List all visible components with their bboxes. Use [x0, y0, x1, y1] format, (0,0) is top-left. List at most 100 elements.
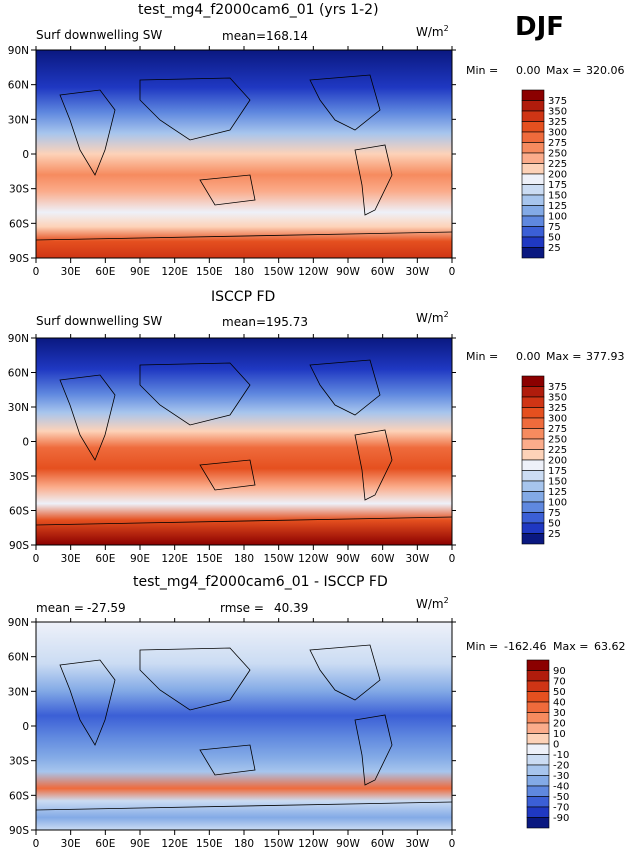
panel-3-colorbar-label: -90	[553, 813, 569, 824]
panel-2-colorbar-label: 150	[548, 477, 567, 488]
panel-2-min-label: Min =	[466, 350, 499, 363]
panel-1-colorbar-label: 375	[548, 96, 567, 107]
panel-1-colorbar-swatch	[521, 131, 545, 143]
panel-1-colorbar-swatch	[521, 163, 545, 175]
panel-3-colorbar-label: -50	[553, 792, 569, 803]
panel-2-colorbar-swatch	[521, 491, 545, 503]
panel-1-ytick-label: 0	[22, 149, 29, 161]
panel-2-colorbar-label: 350	[548, 393, 567, 404]
panel-3-colorbar-swatch	[526, 796, 550, 808]
panel-3-xtick-label: 120W	[298, 838, 329, 850]
panel-1-units: W/m2	[416, 24, 449, 39]
panel-1-title: test_mg4_f2000cam6_01 (yrs 1-2)	[138, 2, 379, 18]
panel-2-colorbar-swatch	[521, 428, 545, 440]
panel-3-xtick-label: 180	[234, 838, 254, 850]
panel-3-xtick-label: 120E	[161, 838, 188, 850]
panel-2-colorbar-label: 275	[548, 424, 567, 435]
panel-1-colorbar-swatch	[521, 142, 545, 154]
panel-1-colorbar-swatch	[521, 110, 545, 122]
panel-1-colorbar-label: 125	[548, 201, 567, 212]
panel-3-xtick-label: 90E	[130, 838, 150, 850]
panel-1-mean-label: mean=	[222, 29, 267, 43]
panel-2-colorbar-swatch	[521, 407, 545, 419]
panel-2-colorbar-label: 200	[548, 456, 567, 467]
panel-2-colorbar-swatch	[521, 396, 545, 408]
panel-1-colorbar-swatch	[521, 173, 545, 185]
panel-1-ytick-label: 90S	[9, 253, 29, 265]
panel-3-colorbar-swatch	[526, 806, 550, 818]
panel-3-colorbar-label: 40	[553, 698, 566, 709]
colorbar-layer: 3753503253002752502252001751501251007550…	[521, 89, 569, 829]
panel-3-colorbar-label: 30	[553, 708, 566, 719]
panel-1-colorbar-swatch	[521, 89, 545, 101]
panel-2-xtick-label: 60W	[371, 553, 395, 565]
panel-3-xtick-label: 0	[33, 838, 40, 850]
panel-1-colorbar-swatch	[521, 152, 545, 164]
panel-1-xtick-label: 150E	[196, 266, 223, 278]
panel-1-xtick-label: 90W	[336, 266, 360, 278]
panel-2-colorbar-label: 75	[548, 508, 561, 519]
panel-2-xtick-label: 180	[234, 553, 254, 565]
panel-3-ytick-label: 30N	[8, 686, 29, 698]
panel-1-colorbar-label: 225	[548, 159, 567, 170]
panel-3-colorbar-swatch	[526, 670, 550, 682]
panel-3-rmse-value: 40.39	[274, 601, 309, 615]
panel-3-xtick-label: 60W	[371, 838, 395, 850]
panel-1-ytick-label: 90N	[8, 45, 29, 57]
panel-3-rmse-label: rmse =	[220, 601, 264, 615]
panel-2-ytick-label: 90S	[9, 540, 29, 552]
panel-2-colorbar-swatch	[521, 417, 545, 429]
panel-1-colorbar-swatch	[521, 100, 545, 112]
panel-3-title: test_mg4_f2000cam6_01 - ISCCP FD	[133, 574, 388, 590]
panel-3-colorbar-label: -40	[553, 782, 569, 793]
panel-2-colorbar-swatch	[521, 522, 545, 534]
panel-3-map	[35, 621, 453, 831]
panel-2-colorbar-label: 325	[548, 403, 567, 414]
panel-2-xtick-label: 30W	[405, 553, 429, 565]
panel-2-xtick-label: 150W	[263, 553, 294, 565]
panel-3-colorbar-swatch	[526, 775, 550, 787]
panel-1-map	[35, 49, 453, 259]
panel-3-colorbar-swatch	[526, 754, 550, 766]
panel-1-colorbar-swatch	[521, 184, 545, 196]
panel-3-colorbar-swatch	[526, 659, 550, 671]
panel-2-map	[35, 337, 453, 546]
panel-2-max-label: Max =	[546, 350, 582, 363]
panel-3-colorbar-label: 70	[553, 677, 566, 688]
panel-1-colorbar-swatch	[521, 226, 545, 238]
panel-3-xtick-label: 90W	[336, 838, 360, 850]
panel-3-xtick-label: 60E	[95, 838, 115, 850]
panel-2-max-value: 377.93	[586, 350, 625, 363]
panel-2-colorbar-swatch	[521, 501, 545, 513]
panel-1-xtick-label: 180	[234, 266, 254, 278]
panel-2-colorbar-swatch	[521, 459, 545, 471]
panel-3-xtick-label: 150W	[263, 838, 294, 850]
panel-1-xtick-label: 150W	[263, 266, 294, 278]
panel-2-colorbar-label: 100	[548, 498, 567, 509]
panel-1-colorbar-swatch	[521, 236, 545, 248]
panel-3-ytick-label: 60N	[8, 652, 29, 664]
panel-2-ytick-label: 90N	[8, 333, 29, 345]
panel-3-colorbar-swatch	[526, 680, 550, 692]
panel-3-ytick-label: 90N	[8, 617, 29, 629]
panel-2-colorbar-label: 225	[548, 445, 567, 456]
panel-1-colorbar-label: 25	[548, 243, 561, 254]
panel-1-colorbar-label: 100	[548, 212, 567, 223]
panel-1-min-label: Min =	[466, 64, 499, 77]
panel-3-colorbar-label: -20	[553, 761, 569, 772]
panel-3-max-value: 63.62	[594, 640, 626, 653]
panel-3-max-label: Max =	[553, 640, 589, 653]
panel-3-ytick-label: 30S	[9, 756, 29, 768]
panel-1-colorbar-label: 50	[548, 233, 561, 244]
panel-1-colorbar-swatch	[521, 194, 545, 206]
panel-2-ytick-label: 60N	[8, 368, 29, 380]
panel-3-colorbar-swatch	[526, 722, 550, 734]
panel-2-mean-value: 195.73	[266, 315, 308, 329]
panel-2-colorbar-swatch	[521, 449, 545, 461]
panel-2-xtick-label: 30E	[61, 553, 81, 565]
panel-2-mean-label: mean=	[222, 315, 267, 329]
panel-1-colorbar-label: 75	[548, 222, 561, 233]
panel-1-colorbar-swatch	[521, 247, 545, 259]
panel-2-xtick-label: 0	[33, 553, 40, 565]
